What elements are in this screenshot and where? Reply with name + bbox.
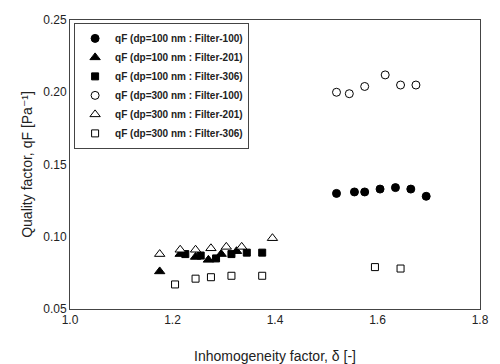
- svg-text:1.4: 1.4: [267, 313, 284, 327]
- svg-text:0.05: 0.05: [43, 302, 67, 316]
- svg-text:1.0: 1.0: [62, 313, 79, 327]
- svg-text:1.6: 1.6: [369, 313, 386, 327]
- svg-text:1.8: 1.8: [472, 313, 489, 327]
- svg-text:qF (dp=300 nm : Filter-306): qF (dp=300 nm : Filter-306): [115, 128, 243, 139]
- svg-text:0.15: 0.15: [43, 158, 67, 172]
- svg-text:0.20: 0.20: [43, 85, 67, 99]
- svg-text:Inhomogeneity factor, δ [-]: Inhomogeneity factor, δ [-]: [194, 348, 356, 364]
- svg-text:qF (dp=300 nm : Filter-201): qF (dp=300 nm : Filter-201): [115, 109, 243, 120]
- svg-text:qF (dp=100 nm : Filter-306): qF (dp=100 nm : Filter-306): [115, 71, 243, 82]
- svg-text:0.10: 0.10: [43, 230, 67, 244]
- svg-text:1.2: 1.2: [164, 313, 181, 327]
- svg-text:qF (dp=100 nm : Filter-201): qF (dp=100 nm : Filter-201): [115, 52, 243, 63]
- svg-text:Quality factor, qF [Pa⁻¹]: Quality factor, qF [Pa⁻¹]: [19, 91, 35, 238]
- svg-text:qF (dp=300 nm : Filter-100): qF (dp=300 nm : Filter-100): [115, 90, 243, 101]
- svg-text:0.25: 0.25: [43, 13, 67, 27]
- svg-text:qF (dp=100 nm : Filter-100): qF (dp=100 nm : Filter-100): [115, 33, 243, 44]
